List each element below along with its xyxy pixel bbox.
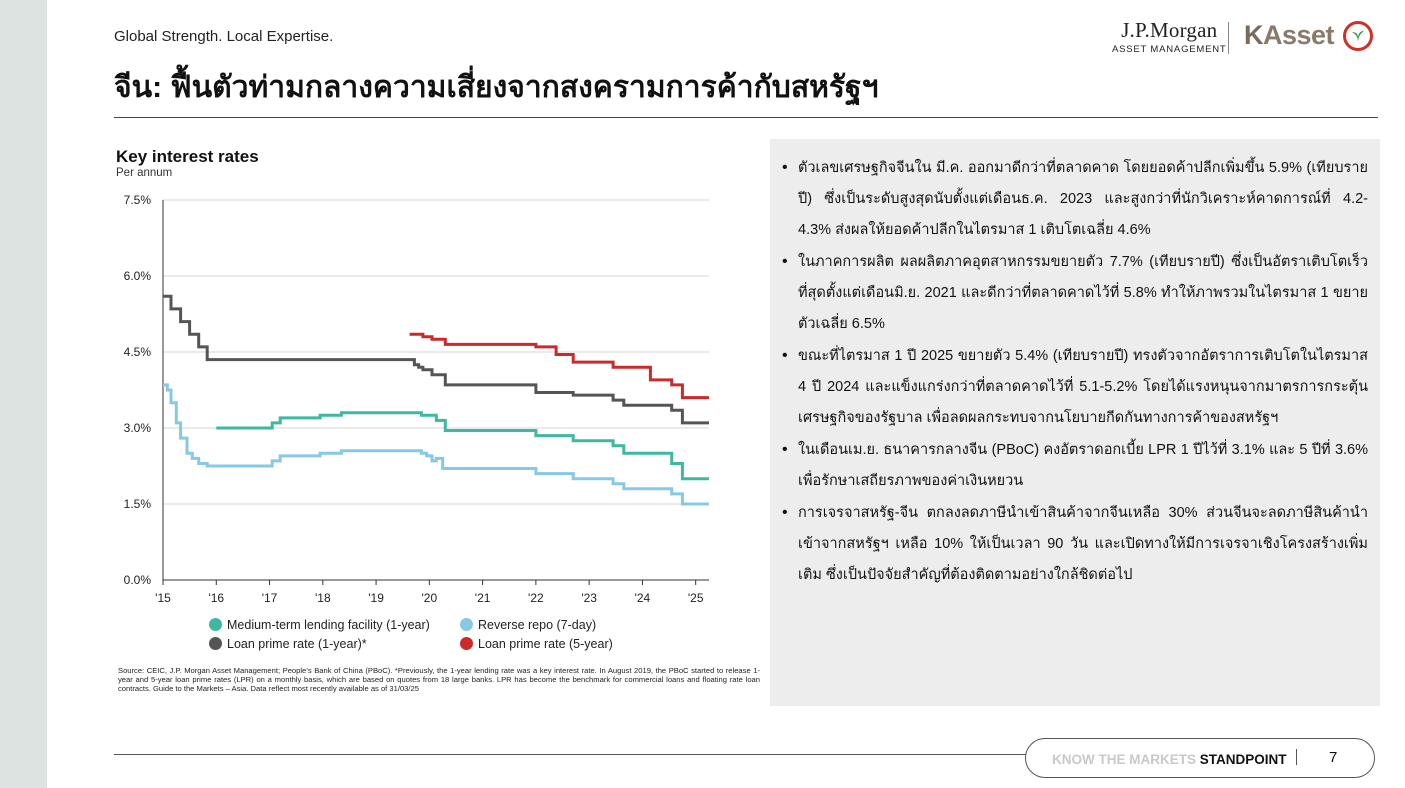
kasset-logo: KAsset bbox=[1244, 20, 1335, 51]
kasset-logo-rest: Asset bbox=[1263, 20, 1335, 50]
series-line-repo bbox=[163, 383, 709, 506]
x-tick-label: '23 bbox=[581, 591, 597, 605]
legend-item-mlf: Medium-term lending facility (1-year) bbox=[209, 618, 430, 632]
legend-label-lpr5: Loan prime rate (5-year) bbox=[478, 637, 613, 651]
legend-label-repo: Reverse repo (7-day) bbox=[478, 618, 597, 632]
x-tick-label: '17 bbox=[262, 591, 278, 605]
legend-item-lpr1: Loan prime rate (1-year)* bbox=[209, 637, 367, 651]
x-tick-label: '16 bbox=[208, 591, 224, 605]
commentary-bullet: ในเดือนเม.ย. ธนาคารกลางจีน (PBoC) คงอัตร… bbox=[782, 434, 1368, 497]
x-tick-label: '18 bbox=[315, 591, 331, 605]
legend-swatch-repo bbox=[460, 618, 473, 631]
commentary-bullet: ขณะที่ไตรมาส 1 ปี 2025 ขยายตัว 5.4% (เที… bbox=[782, 340, 1368, 434]
commentary-panel: ตัวเลขเศรษฐกิจจีนใน มี.ค. ออกมาดีกว่าที่… bbox=[770, 139, 1380, 706]
x-tick-label: '24 bbox=[635, 591, 651, 605]
footer-divider bbox=[114, 754, 1034, 755]
commentary-list: ตัวเลขเศรษฐกิจจีนใน มี.ค. ออกมาดีกว่าที่… bbox=[770, 139, 1380, 591]
footer-badge: KNOW THE MARKETS STANDPOINT 7 bbox=[1025, 738, 1375, 778]
y-tick-label: 0.0% bbox=[124, 573, 152, 587]
series-line-mlf bbox=[216, 411, 709, 481]
x-tick-label: '20 bbox=[422, 591, 438, 605]
y-tick-label: 3.0% bbox=[124, 421, 152, 435]
y-tick-label: 7.5% bbox=[124, 193, 152, 207]
legend-swatch-lpr5 bbox=[460, 637, 473, 650]
legend-label-mlf: Medium-term lending facility (1-year) bbox=[227, 618, 430, 632]
y-tick-label: 4.5% bbox=[124, 345, 152, 359]
page-number: 7 bbox=[1329, 749, 1338, 766]
chart-subtitle: Per annum bbox=[116, 167, 173, 179]
jpmorgan-logo-sub: ASSET MANAGEMENT bbox=[1112, 44, 1227, 55]
commentary-bullet: ตัวเลขเศรษฐกิจจีนใน มี.ค. ออกมาดีกว่าที่… bbox=[782, 152, 1368, 246]
series-line-lpr1 bbox=[163, 294, 709, 425]
footer-separator bbox=[1296, 749, 1297, 765]
kasset-leaf-icon bbox=[1343, 21, 1373, 51]
y-tick-label: 6.0% bbox=[124, 269, 152, 283]
legend-swatch-lpr1 bbox=[209, 637, 222, 650]
jpmorgan-logo: J.P.Morgan ASSET MANAGEMENT bbox=[1112, 18, 1227, 55]
title-divider bbox=[114, 117, 1378, 118]
footer-brand: KNOW THE MARKETS STANDPOINT bbox=[1052, 752, 1287, 767]
left-decorative-band bbox=[0, 0, 47, 788]
x-tick-label: '25 bbox=[688, 591, 704, 605]
x-tick-label: '19 bbox=[368, 591, 384, 605]
commentary-bullet: การเจรจาสหรัฐ-จีน ตกลงลดภาษีนำเข้าสินค้า… bbox=[782, 497, 1368, 591]
tagline: Global Strength. Local Expertise. bbox=[114, 28, 334, 45]
footer-brand-emphasis: STANDPOINT bbox=[1199, 752, 1287, 767]
series-line-lpr5 bbox=[409, 332, 709, 400]
x-tick-label: '22 bbox=[528, 591, 544, 605]
x-tick-label: '15 bbox=[155, 591, 171, 605]
source-note: Source: CEIC, J.P. Morgan Asset Manageme… bbox=[118, 666, 760, 694]
kasset-logo-k: K bbox=[1244, 20, 1264, 50]
interest-rate-chart: 7.5% 6.0% 4.5% 3.0% 1.5% 0.0%'15 '16 '17 '18 '19 '… bbox=[124, 193, 709, 605]
page-title: จีน: ฟื้นตัวท่ามกลางความเสี่ยงจากสงครามก… bbox=[114, 71, 879, 104]
legend-swatch-mlf bbox=[209, 618, 222, 631]
jpmorgan-logo-name: J.P.Morgan bbox=[1121, 18, 1218, 42]
legend-label-lpr1: Loan prime rate (1-year)* bbox=[227, 637, 367, 651]
footer-brand-prefix: KNOW THE MARKETS bbox=[1052, 752, 1200, 767]
legend-item-repo: Reverse repo (7-day) bbox=[460, 618, 596, 632]
chart-title: Key interest rates bbox=[116, 147, 259, 166]
y-tick-label: 1.5% bbox=[124, 497, 152, 511]
legend-item-lpr5: Loan prime rate (5-year) bbox=[460, 637, 613, 651]
x-tick-label: '21 bbox=[475, 591, 491, 605]
logo-divider bbox=[1228, 22, 1229, 54]
commentary-bullet: ในภาคการผลิต ผลผลิตภาคอุตสาหกรรมขยายตัว … bbox=[782, 246, 1368, 340]
